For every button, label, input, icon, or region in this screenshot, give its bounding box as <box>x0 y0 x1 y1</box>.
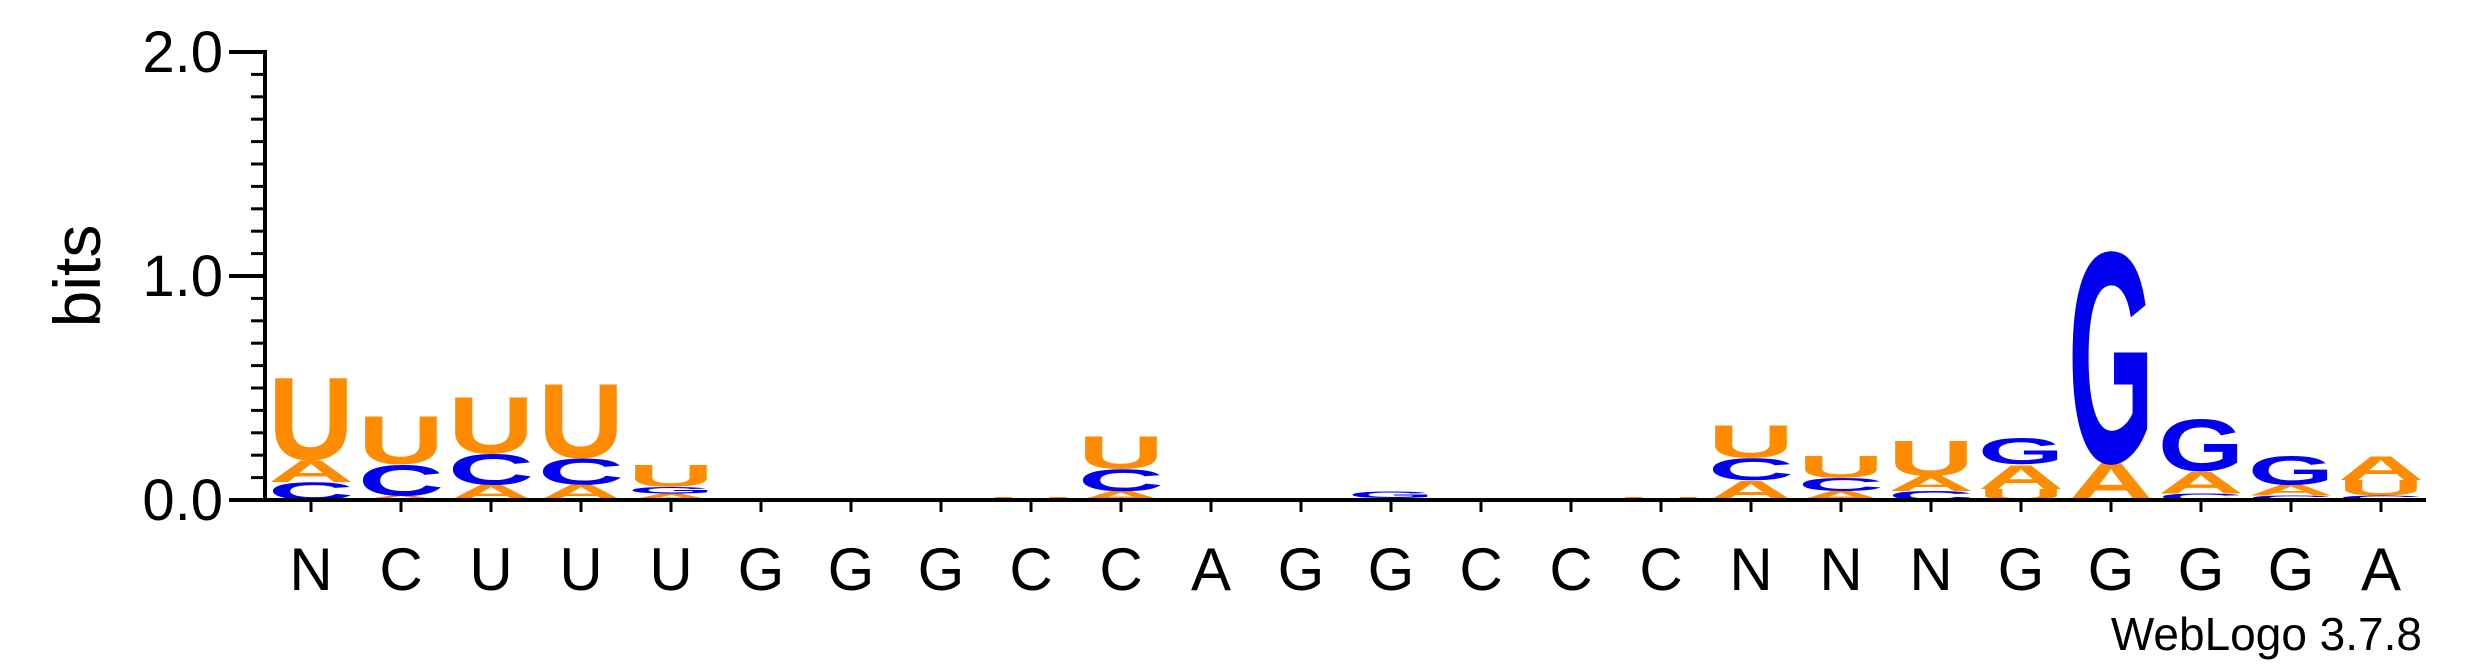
x-position-label: G <box>738 536 785 603</box>
weblogo-credit: WebLogo 3.7.8 <box>2111 608 2422 660</box>
x-position-label: N <box>289 536 332 603</box>
logo-letter-a: A <box>2338 449 2424 487</box>
logo-letter-a: A <box>628 492 714 502</box>
x-position-label: C <box>1459 536 1502 603</box>
logo-letter-c: C <box>2158 492 2244 502</box>
logo-letter-u: U <box>1708 416 1794 468</box>
x-position-label: G <box>2088 536 2135 603</box>
y-tick-label: 0.0 <box>142 468 223 533</box>
logo-letter-c: C <box>1078 463 1164 498</box>
logo-letter-g: G <box>1978 431 2064 473</box>
x-position-label: U <box>469 536 512 603</box>
logo-letter-a: A <box>2248 481 2334 498</box>
logo-letter-c: C <box>2338 494 2424 501</box>
logo-letter-g: G <box>628 485 714 495</box>
x-position-label: N <box>1819 536 1862 603</box>
y-axis: 0.0 1.0 2.0 <box>142 20 267 533</box>
logo-letter-c: C <box>2248 494 2334 501</box>
y-tick-label: 1.0 <box>142 244 223 309</box>
x-position-label: G <box>1278 536 1325 603</box>
logo-letter-g: G <box>2248 448 2334 493</box>
x-position-label: C <box>1099 536 1142 603</box>
logo-letter-a: A <box>268 454 354 489</box>
y-tick-label: 2.0 <box>142 20 223 85</box>
logo-letter-u: U <box>2338 476 2424 500</box>
logo-letter-u: U <box>628 459 714 494</box>
logo-letter-a: A <box>1888 472 1974 496</box>
x-position-label: G <box>918 536 965 603</box>
logo-letter-g: G <box>2068 190 2154 527</box>
logo-letter-c: C <box>538 450 624 492</box>
logo-letter-a: A <box>358 494 444 501</box>
logo-letter-u: U <box>1888 431 1974 487</box>
logo-letter-c: C <box>1798 474 1884 495</box>
logo-letter-a: A <box>2158 465 2244 500</box>
x-position-label: A <box>1191 536 1231 603</box>
y-axis-label: bits <box>40 225 114 328</box>
x-position-label: G <box>2178 536 2225 603</box>
x-position-label: G <box>1998 536 2045 603</box>
x-position-label: A <box>2361 536 2401 603</box>
x-position-label: U <box>649 536 692 603</box>
logo-letter-u: U <box>358 402 444 479</box>
logo-letter-u: U <box>538 362 624 480</box>
logo-letter-u: U <box>1078 427 1164 479</box>
x-position-label: N <box>1729 536 1772 603</box>
logo-letter-c: C <box>358 456 444 505</box>
x-position-label: G <box>1368 536 1415 603</box>
logo-letter-u: U <box>268 354 354 486</box>
x-position-label: C <box>1009 536 1052 603</box>
x-position-label: G <box>2268 536 2315 603</box>
logo-letter-g: G <box>1348 489 1434 499</box>
x-position-label: U <box>559 536 602 603</box>
logo-stacks: CAUACUACUACUAGUUACUUAGUACUACUCAUUAGAGCAG… <box>265 190 2426 527</box>
x-position-label: C <box>1549 536 1592 603</box>
logo-letter-u: U <box>448 380 534 471</box>
logo-letter-a: A <box>1978 458 2064 496</box>
logo-letter-u: U <box>1798 450 1884 485</box>
x-position-label: N <box>1909 536 1952 603</box>
x-position-label: C <box>1639 536 1682 603</box>
logo-letter-g: G <box>2158 404 2244 487</box>
logo-letter-c: C <box>448 445 534 494</box>
logo-letter-c: C <box>1708 452 1794 487</box>
x-position-label: C <box>379 536 422 603</box>
x-position-label: G <box>828 536 875 603</box>
